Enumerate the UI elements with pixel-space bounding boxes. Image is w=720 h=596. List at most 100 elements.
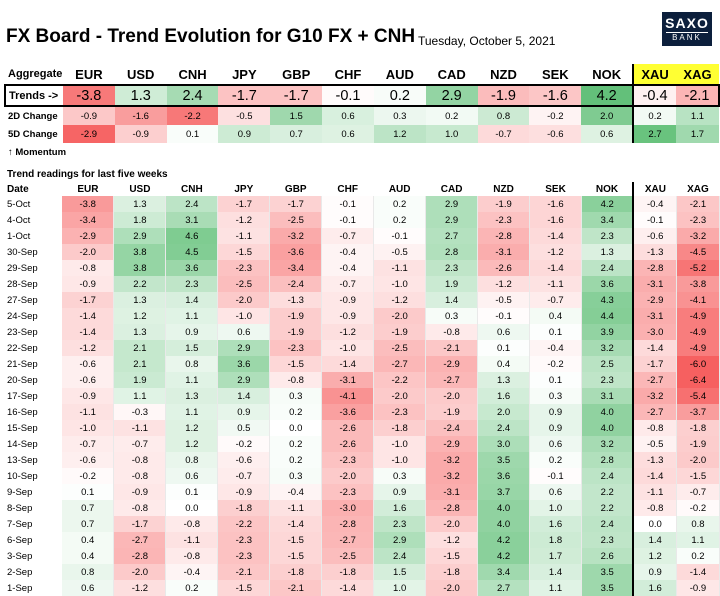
cell-sek: 1.6 bbox=[529, 516, 582, 532]
cell-nzd: -0.5 bbox=[477, 292, 531, 308]
trend-grid: Date EUR USD CNH JPY GBP CHF AUD CAD NZD SEK NOK XAU… bbox=[4, 182, 720, 596]
cell-usd: -2.8 bbox=[113, 548, 167, 564]
cell-aud: 2.9 bbox=[373, 532, 427, 548]
cell-sek: -0.7 bbox=[529, 292, 582, 308]
cell-nzd: -2.6 bbox=[477, 260, 531, 276]
cell-aud: 0.2 bbox=[373, 196, 427, 212]
cell-gbp: -1.1 bbox=[269, 500, 323, 516]
cell-xag: -2.3 bbox=[676, 212, 720, 228]
cell-chf: -2.6 bbox=[321, 436, 375, 452]
cell-xag: -5.2 bbox=[676, 260, 720, 276]
cell-chf: -0.4 bbox=[321, 260, 375, 276]
row-date: 1-Oct bbox=[4, 228, 62, 244]
cell-aud: -2.3 bbox=[373, 404, 427, 420]
cell-eur: 0.4 bbox=[61, 548, 115, 564]
cell-nzd: 2.4 bbox=[477, 420, 531, 436]
cell-cad: -0.8 bbox=[425, 324, 479, 340]
cell-jpy: -2.3 bbox=[217, 532, 271, 548]
row-date: 7-Sep bbox=[4, 516, 62, 532]
table-row: 1-Sep 0.6 -1.2 0.2 -1.5 -2.1 -1.4 1.0 -2.0 2.7 1.1… bbox=[4, 580, 720, 596]
table-row: 5-Oct -3.8 1.3 2.4 -1.7 -1.7 -0.1 0.2 2.9 -1.9 -1.… bbox=[4, 196, 720, 212]
row-date: 28-Sep bbox=[4, 276, 62, 292]
cell-cnh: 0.9 bbox=[165, 324, 219, 340]
cell-eur: -0.6 bbox=[61, 356, 115, 372]
cell-nzd: 4.2 bbox=[477, 532, 531, 548]
cell-eur: -0.6 bbox=[61, 452, 115, 468]
cell-eur: -0.9 bbox=[61, 276, 115, 292]
cell-sek: 0.4 bbox=[529, 308, 582, 324]
row-date: 27-Sep bbox=[4, 292, 62, 308]
value-aud: 1.2 bbox=[373, 125, 426, 143]
cell-nok: 2.4 bbox=[581, 260, 634, 276]
cell-usd: -2.7 bbox=[113, 532, 167, 548]
cell-cad: -2.9 bbox=[425, 436, 479, 452]
cell-usd: 1.9 bbox=[113, 372, 167, 388]
cell-cad: 2.3 bbox=[425, 260, 479, 276]
value-nok: 4.2 bbox=[581, 84, 634, 107]
cell-usd: 2.2 bbox=[113, 276, 167, 292]
cell-xag: 1.1 bbox=[676, 532, 720, 548]
cell-xag: -1.5 bbox=[676, 468, 720, 484]
cell-sek: 0.2 bbox=[529, 452, 582, 468]
cell-jpy: -1.7 bbox=[217, 196, 271, 212]
cell-nok: 3.2 bbox=[581, 340, 634, 356]
value-xag: 1.1 bbox=[675, 106, 719, 125]
table-row: 7-Sep 0.7 -1.7 -0.8 -2.2 -1.4 -2.8 2.3 -2.0 4.0 1.… bbox=[4, 516, 720, 532]
cell-xag: -1.9 bbox=[676, 436, 720, 452]
cell-chf: -1.8 bbox=[321, 564, 375, 580]
cell-nok: 3.5 bbox=[581, 580, 634, 596]
grid-header-xau: XAU bbox=[632, 182, 677, 196]
table-row: 9-Sep 0.1 -0.9 0.1 -0.9 -0.4 -2.3 0.9 -3.1 3.7 0.6… bbox=[4, 484, 720, 500]
table-row: 30-Sep -2.0 3.8 4.5 -1.5 -3.6 -0.4 -0.5 2.8 -3.1-… bbox=[4, 244, 720, 260]
value-cnh: 2.4 bbox=[166, 84, 219, 107]
cell-nok: 3.5 bbox=[581, 564, 634, 580]
cell-nok: 2.3 bbox=[581, 532, 634, 548]
cell-sek: 0.6 bbox=[529, 436, 582, 452]
column-header-xau: XAU bbox=[632, 64, 676, 85]
report-date: Tuesday, October 5, 2021 bbox=[418, 34, 556, 48]
cell-xau: -2.9 bbox=[632, 292, 677, 308]
cell-nok: 3.4 bbox=[581, 212, 634, 228]
cell-usd: -0.3 bbox=[113, 404, 167, 420]
row-date: 14-Sep bbox=[4, 436, 62, 452]
cell-xag: -0.7 bbox=[676, 484, 720, 500]
cell-sek: 0.6 bbox=[529, 484, 582, 500]
cell-gbp: -1.5 bbox=[269, 548, 323, 564]
cell-xau: -3.0 bbox=[632, 324, 677, 340]
table-row: 20-Sep -0.6 1.9 1.1 2.9 -0.8 -3.1 -2.2 -2.7 1.3 0.… bbox=[4, 372, 720, 388]
table-row: 3-Sep 0.4 -2.8 -0.8 -2.3 -1.5 -2.5 2.4 -1.5 4.2 1.… bbox=[4, 548, 720, 564]
value-eur: -3.8 bbox=[62, 84, 115, 107]
summary-header-row: Aggregate EUR USD CNH JPY GBP CHF AUD CAD NZD SEK N… bbox=[5, 64, 719, 85]
cell-cad: -2.0 bbox=[425, 516, 479, 532]
cell-xau: -2.7 bbox=[632, 372, 677, 388]
column-header-sek: SEK bbox=[541, 66, 569, 82]
grid-header-usd: USD bbox=[113, 182, 166, 196]
value-gbp: 1.5 bbox=[270, 106, 323, 125]
cell-usd: -2.0 bbox=[113, 564, 167, 580]
cell-aud: -1.2 bbox=[373, 292, 427, 308]
value-eur: -0.9 bbox=[62, 106, 115, 125]
cell-usd: 1.3 bbox=[113, 292, 167, 308]
cell-eur: -1.0 bbox=[61, 420, 115, 436]
cell-gbp: -2.3 bbox=[269, 340, 323, 356]
table-row: 6-Sep 0.4 -2.7 -1.1 -2.3 -1.5 -2.7 2.9 -1.2 4.2 1.… bbox=[4, 532, 720, 548]
value-xau: 0.2 bbox=[632, 106, 676, 125]
table-row: 28-Sep -0.9 2.2 2.3 -2.5 -2.4 -0.7 -1.0 1.9 -1.2-… bbox=[4, 276, 720, 292]
cell-cnh: 0.1 bbox=[165, 484, 219, 500]
grid-header-gbp: GBP bbox=[269, 182, 322, 196]
cell-chf: -0.9 bbox=[321, 308, 375, 324]
row-date: 29-Sep bbox=[4, 260, 62, 276]
cell-jpy: -1.2 bbox=[217, 212, 271, 228]
cell-cnh: 1.5 bbox=[165, 340, 219, 356]
cell-jpy: -1.8 bbox=[217, 500, 271, 516]
cell-nzd: -0.1 bbox=[477, 308, 531, 324]
cell-nok: 4.3 bbox=[581, 292, 634, 308]
cell-jpy: 1.4 bbox=[217, 388, 271, 404]
section-label: Trend readings for last five weeks bbox=[7, 169, 168, 180]
cell-xag: -3.7 bbox=[676, 404, 720, 420]
cell-usd: 2.1 bbox=[113, 340, 167, 356]
cell-chf: -4.1 bbox=[321, 388, 375, 404]
cell-chf: -0.1 bbox=[321, 196, 375, 212]
aggregate-label: Aggregate bbox=[8, 68, 63, 80]
cell-jpy: -1.0 bbox=[217, 308, 271, 324]
